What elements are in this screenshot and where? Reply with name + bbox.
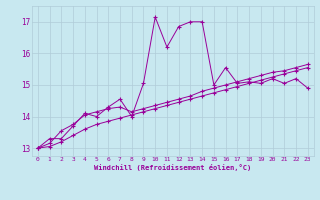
X-axis label: Windchill (Refroidissement éolien,°C): Windchill (Refroidissement éolien,°C) <box>94 164 252 171</box>
